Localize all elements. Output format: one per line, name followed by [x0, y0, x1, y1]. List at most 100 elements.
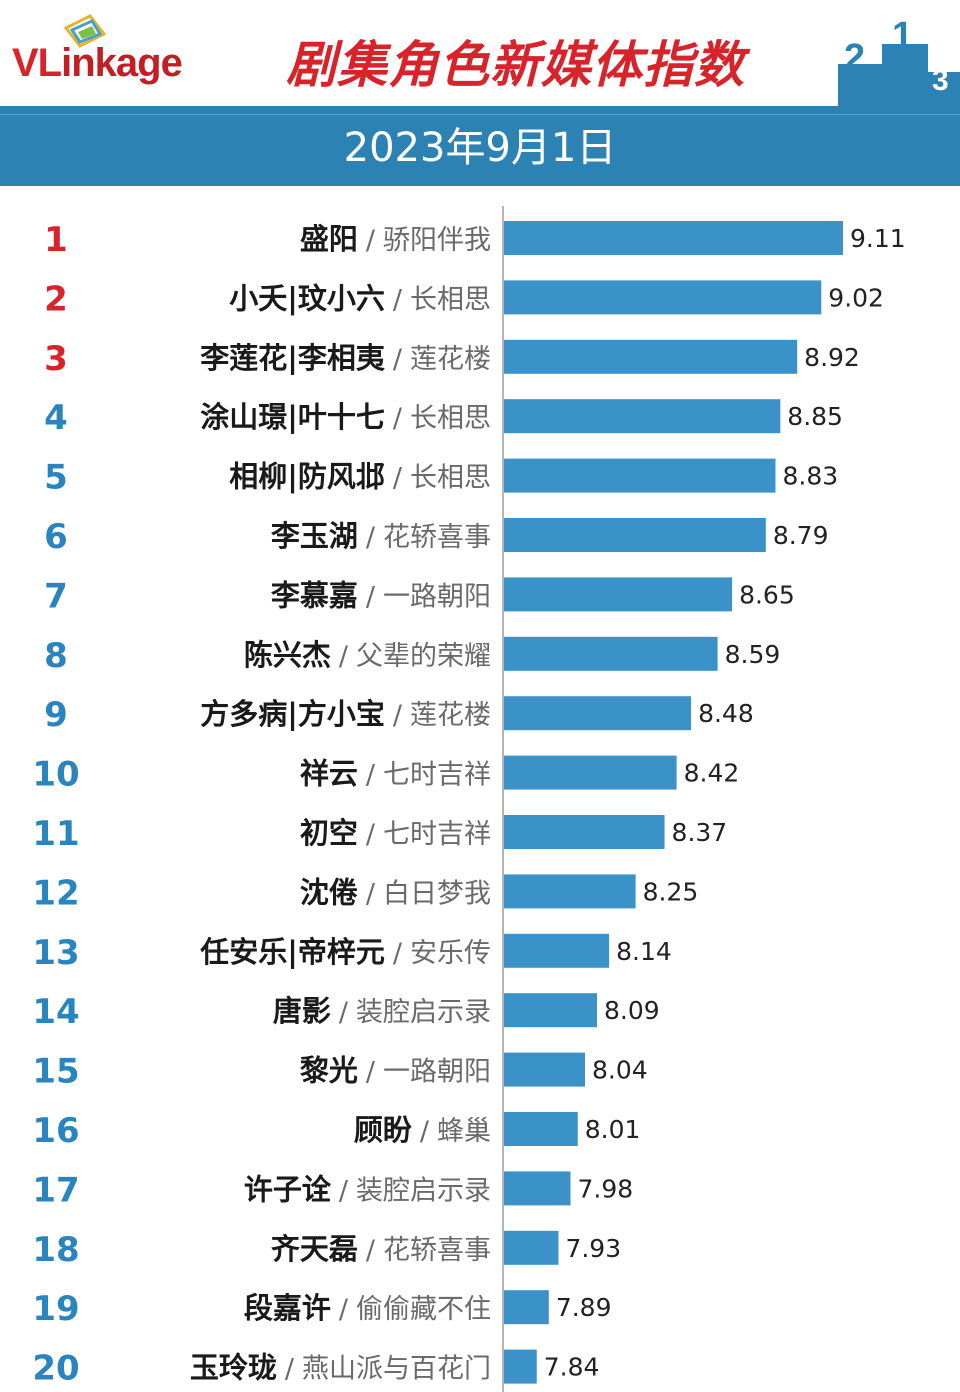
label-separator: / — [366, 760, 376, 791]
category-label: 玉玲珑 / 燕山派与百花门 — [190, 1351, 491, 1385]
drama-name: 长相思 — [410, 403, 491, 434]
bar — [503, 1171, 571, 1206]
category-label: 李莲花|李相夷 / 莲花楼 — [200, 341, 491, 375]
drama-name: 花轿喜事 — [383, 1235, 491, 1266]
bar — [503, 221, 843, 255]
category-label: 黎光 / 一路朝阳 — [300, 1054, 491, 1088]
rank-label: 17 — [32, 1170, 79, 1210]
drama-name: 父辈的荣耀 — [356, 641, 491, 672]
value-label: 7.93 — [565, 1234, 621, 1263]
rank-label: 2 — [44, 279, 68, 319]
bar — [503, 1112, 578, 1146]
label-separator: / — [393, 403, 403, 434]
category-label: 涂山璟|叶十七 / 长相思 — [200, 400, 491, 434]
drama-name: 一路朝阳 — [383, 581, 491, 612]
rank-label: 6 — [44, 517, 68, 557]
label-separator: / — [366, 522, 376, 553]
role-name: 陈兴杰 — [244, 638, 331, 672]
label-separator: / — [393, 938, 403, 969]
role-name: 顾盼 — [354, 1113, 412, 1147]
role-name: 唐影 — [273, 994, 331, 1028]
brand-logo: VLinkage — [12, 14, 183, 88]
rank-label: 16 — [32, 1111, 79, 1151]
label-separator: / — [339, 641, 349, 672]
bar — [503, 280, 822, 315]
role-name: 初空 — [300, 816, 358, 850]
logo-rest: inkage — [61, 41, 183, 85]
value-label: 7.98 — [578, 1174, 634, 1203]
label-separator: / — [366, 878, 376, 909]
drama-name: 装腔启示录 — [356, 997, 491, 1028]
drama-name: 七时吉祥 — [383, 760, 491, 791]
date-banner-line — [0, 114, 960, 115]
podium-digit-2: 2 — [844, 37, 865, 79]
logo-main: VL — [12, 41, 62, 85]
bar — [503, 933, 610, 968]
rank-label: 15 — [32, 1052, 79, 1092]
rank-label: 7 — [44, 576, 68, 616]
bar — [503, 458, 776, 493]
drama-name: 长相思 — [410, 284, 491, 315]
drama-name: 长相思 — [410, 463, 491, 494]
rank-label: 5 — [44, 458, 68, 498]
category-label: 段嘉许 / 偷偷藏不住 — [244, 1291, 491, 1325]
rank-label: 12 — [32, 873, 79, 913]
rank-label: 1 — [44, 220, 68, 260]
header: VLinkage 剧集角色新媒体指数 2 1 3 — [0, 0, 960, 106]
role-name: 任安乐|帝梓元 — [199, 935, 385, 969]
value-label: 9.11 — [850, 224, 906, 253]
category-label: 小夭|玟小六 / 长相思 — [229, 281, 491, 315]
label-separator: / — [366, 225, 376, 256]
category-label: 初空 / 七时吉祥 — [300, 816, 491, 850]
category-label: 李玉湖 / 花轿喜事 — [271, 519, 491, 553]
bar — [503, 399, 781, 434]
bar — [503, 696, 692, 731]
bar — [503, 755, 677, 790]
bar — [503, 1052, 585, 1087]
drama-name: 一路朝阳 — [383, 1057, 491, 1088]
rank-label: 3 — [44, 339, 68, 379]
podium-icon: 2 1 3 — [838, 15, 960, 106]
value-label: 8.59 — [725, 640, 781, 669]
label-separator: / — [366, 581, 376, 612]
drama-name: 安乐传 — [410, 938, 491, 969]
rank-label: 20 — [32, 1349, 79, 1389]
rank-label: 8 — [44, 636, 68, 676]
label-separator: / — [339, 1294, 349, 1325]
role-name: 祥云 — [300, 757, 358, 791]
role-name: 涂山璟|叶十七 — [200, 400, 385, 434]
role-name: 玉玲珑 — [190, 1351, 277, 1385]
rank-label: 4 — [44, 398, 68, 438]
category-label: 盛阳 / 骄阳伴我 — [300, 222, 491, 256]
category-label: 陈兴杰 / 父辈的荣耀 — [244, 638, 491, 672]
role-name: 沈倦 — [300, 875, 358, 909]
label-separator: / — [393, 463, 403, 494]
bar — [503, 815, 665, 849]
label-separator: / — [393, 700, 403, 731]
bar — [503, 518, 766, 552]
bar — [503, 874, 636, 909]
bar — [503, 577, 733, 612]
role-name: 小夭|玟小六 — [229, 281, 385, 315]
category-label: 齐天磊 / 花轿喜事 — [271, 1232, 491, 1266]
value-label: 8.14 — [616, 937, 672, 966]
category-label: 唐影 / 装腔启示录 — [273, 994, 491, 1028]
drama-name: 骄阳伴我 — [383, 225, 491, 256]
drama-name: 装腔启示录 — [356, 1175, 491, 1206]
rank-label: 13 — [32, 933, 79, 973]
label-separator: / — [420, 1116, 430, 1147]
value-label: 8.25 — [643, 877, 699, 906]
drama-name: 花轿喜事 — [383, 522, 491, 553]
podium-digit-1: 1 — [892, 15, 913, 57]
value-label: 8.37 — [672, 818, 728, 847]
value-label: 9.02 — [828, 283, 884, 312]
bar — [503, 993, 598, 1028]
value-label: 7.89 — [556, 1293, 612, 1322]
bar — [503, 1230, 559, 1265]
rank-label: 10 — [32, 755, 79, 795]
bar — [503, 636, 718, 671]
bar — [503, 1290, 549, 1325]
category-label: 任安乐|帝梓元 / 安乐传 — [199, 935, 491, 969]
role-name: 齐天磊 — [271, 1232, 358, 1266]
label-separator: / — [366, 1057, 376, 1088]
